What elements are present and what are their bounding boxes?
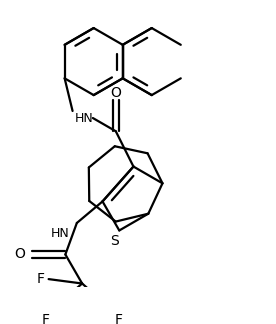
Text: O: O (110, 86, 121, 100)
Text: F: F (36, 272, 44, 286)
Text: F: F (115, 313, 123, 324)
Text: HN: HN (75, 111, 94, 124)
Text: O: O (14, 248, 25, 261)
Text: F: F (41, 313, 49, 324)
Text: S: S (110, 234, 119, 248)
Text: HN: HN (51, 227, 70, 240)
